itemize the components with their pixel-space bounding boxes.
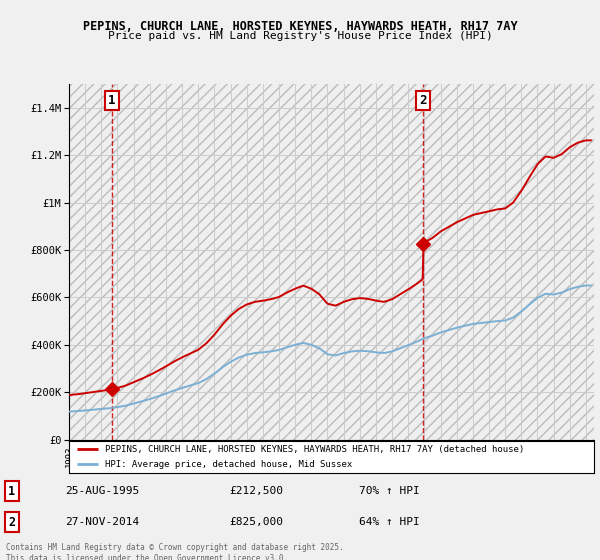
Text: Price paid vs. HM Land Registry's House Price Index (HPI): Price paid vs. HM Land Registry's House … [107, 31, 493, 41]
Text: 1: 1 [108, 94, 116, 107]
Text: 25-AUG-1995: 25-AUG-1995 [65, 487, 139, 496]
Text: 2: 2 [419, 94, 427, 107]
Text: PEPINS, CHURCH LANE, HORSTED KEYNES, HAYWARDS HEATH, RH17 7AY (detached house): PEPINS, CHURCH LANE, HORSTED KEYNES, HAY… [105, 445, 524, 454]
Text: 70% ↑ HPI: 70% ↑ HPI [359, 487, 419, 496]
Text: PEPINS, CHURCH LANE, HORSTED KEYNES, HAYWARDS HEATH, RH17 7AY: PEPINS, CHURCH LANE, HORSTED KEYNES, HAY… [83, 20, 517, 32]
Text: HPI: Average price, detached house, Mid Sussex: HPI: Average price, detached house, Mid … [105, 460, 352, 469]
Text: Contains HM Land Registry data © Crown copyright and database right 2025.
This d: Contains HM Land Registry data © Crown c… [6, 543, 344, 560]
Text: 27-NOV-2014: 27-NOV-2014 [65, 517, 139, 527]
Text: £825,000: £825,000 [229, 517, 283, 527]
Text: 64% ↑ HPI: 64% ↑ HPI [359, 517, 419, 527]
Text: 2: 2 [8, 516, 16, 529]
Text: £212,500: £212,500 [229, 487, 283, 496]
Text: 1: 1 [8, 485, 16, 498]
